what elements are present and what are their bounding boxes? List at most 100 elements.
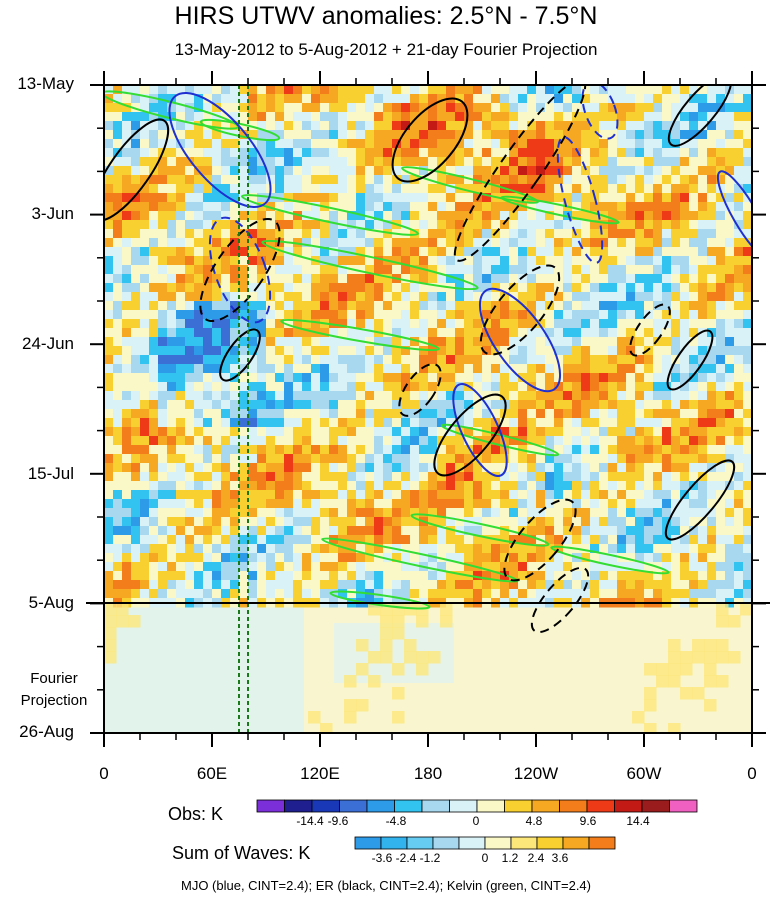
field-cell [113, 292, 123, 302]
field-cell [617, 436, 627, 446]
field-cell [527, 112, 537, 122]
field-cell [743, 157, 752, 167]
field-cell [635, 490, 645, 500]
field-cell [617, 400, 627, 410]
field-cell [410, 490, 420, 500]
field-cell [122, 472, 132, 482]
field-cell [536, 400, 546, 410]
field-cell [113, 238, 123, 248]
field-cell [356, 526, 366, 536]
field-cell [734, 328, 744, 338]
field-cell [590, 184, 600, 194]
field-cell [653, 112, 663, 122]
field-cell [374, 247, 384, 257]
field-cell [356, 562, 366, 572]
field-cell [167, 220, 177, 230]
field-cell [491, 490, 501, 500]
field-cell [113, 382, 123, 392]
field-cell [554, 130, 564, 140]
field-cell [176, 445, 186, 455]
field-cell [716, 463, 726, 473]
field-cell [194, 310, 204, 320]
field-cell [554, 418, 564, 428]
field-cell [266, 139, 276, 149]
field-cell [410, 436, 420, 446]
field-cell [248, 310, 258, 320]
field-cell [365, 427, 375, 437]
field-cell [383, 544, 393, 554]
field-cell [572, 166, 582, 176]
field-cell [716, 553, 726, 563]
field-cell [437, 490, 447, 500]
waves-colorbar-swatch [484, 836, 512, 850]
field-cell [194, 256, 204, 266]
field-cell [725, 364, 735, 374]
field-cell [338, 166, 348, 176]
field-cell [527, 229, 537, 239]
field-cell [176, 130, 186, 140]
field-cell [176, 463, 186, 473]
field-cell [176, 400, 186, 410]
field-cell [104, 130, 114, 140]
field-cell [122, 130, 132, 140]
field-cell [563, 445, 573, 455]
field-cell [428, 193, 438, 203]
field-cell [653, 238, 663, 248]
field-cell [599, 373, 609, 383]
field-cell [500, 346, 510, 356]
field-cell [653, 526, 663, 536]
field-cell [554, 310, 564, 320]
field-cell [500, 157, 510, 167]
field-cell [617, 247, 627, 257]
field-cell [365, 571, 375, 581]
field-cell [527, 436, 537, 446]
field-cell [185, 346, 195, 356]
field-cell [248, 364, 258, 374]
er-contour [219, 328, 261, 382]
field-cell [239, 373, 249, 383]
field-cell [743, 373, 752, 383]
field-cell [374, 517, 384, 527]
field-cell [644, 175, 654, 185]
field-cell [131, 580, 141, 590]
field-cell [347, 535, 357, 545]
field-cell [212, 85, 222, 95]
field-cell [419, 454, 429, 464]
field-cell [617, 220, 627, 230]
field-cell [410, 571, 420, 581]
field-cell [140, 472, 150, 482]
field-cell [320, 112, 330, 122]
field-cell [311, 247, 321, 257]
field-cell [392, 589, 402, 599]
field-cell [239, 184, 249, 194]
field-cell [608, 256, 618, 266]
field-cell [581, 364, 591, 374]
field-cell [689, 571, 699, 581]
field-cell [113, 247, 123, 257]
field-cell [437, 220, 447, 230]
field-cell [329, 184, 339, 194]
field-cell [491, 319, 501, 329]
field-cell [221, 346, 231, 356]
field-cell [437, 130, 447, 140]
field-cell [104, 103, 114, 113]
field-cell [482, 301, 492, 311]
field-cell [680, 427, 690, 437]
field-cell [266, 328, 276, 338]
field-cell [122, 490, 132, 500]
field-cell [221, 166, 231, 176]
field-cell [311, 211, 321, 221]
field-cell [176, 382, 186, 392]
field-cell [689, 238, 699, 248]
field-cell [437, 85, 447, 95]
field-cell [275, 130, 285, 140]
field-cell [248, 256, 258, 266]
field-cell [221, 265, 231, 275]
field-cell [212, 310, 222, 320]
field-cell [509, 454, 519, 464]
field-cell [266, 337, 276, 347]
field-cell [203, 103, 213, 113]
field-cell [455, 508, 465, 518]
field-cell [158, 184, 168, 194]
field-cell [131, 301, 141, 311]
